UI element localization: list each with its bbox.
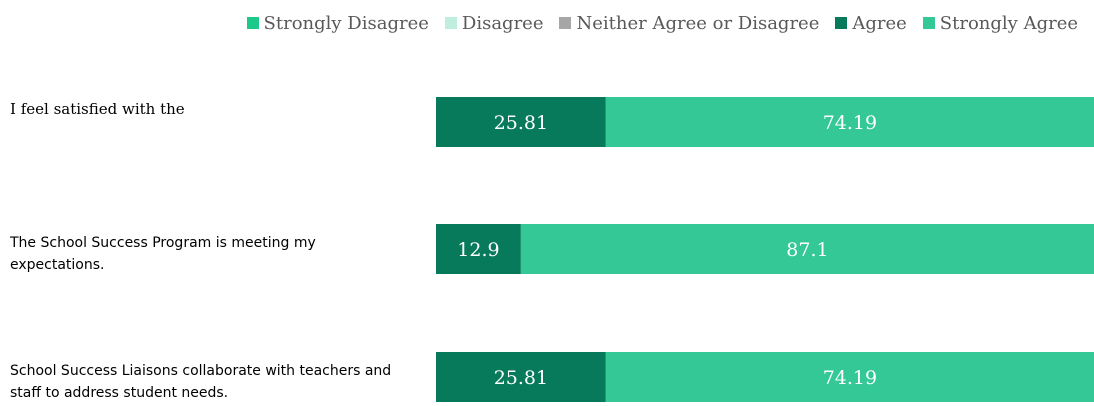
legend-item-strongly-agree: Strongly Agree	[922, 12, 1078, 34]
legend-item-agree: Agree	[835, 12, 907, 34]
legend: Strongly Disagree Disagree Neither Agree…	[246, 8, 1078, 38]
legend-item-neither: Neither Agree or Disagree	[559, 13, 819, 34]
legend-swatch-disagree	[444, 17, 457, 29]
legend-label-agree: Agree	[852, 12, 907, 34]
data-label-agree-0: 25.81	[494, 112, 548, 134]
category-label-program-expectations: The School Success Program is meeting my…	[10, 235, 316, 273]
bar-strongly-agree-2	[605, 352, 1094, 402]
legend-swatch-agree	[835, 17, 848, 29]
legend-swatch-neither	[559, 17, 572, 29]
legend-label-strongly-disagree: Strongly Disagree	[263, 12, 429, 34]
legend-label-strongly-agree: Strongly Agree	[939, 12, 1078, 34]
bar-strongly-agree-1	[520, 224, 1094, 274]
category-label-liaisons-collaborate: School Success Liaisons collaborate with…	[10, 363, 392, 401]
data-label-strongly-agree-1: 87.1	[786, 239, 828, 261]
data-label-strongly-agree-2: 74.19	[823, 367, 877, 389]
bar-agree-2	[436, 352, 606, 402]
legend-item-disagree: Disagree	[444, 12, 544, 34]
legend-label-neither: Neither Agree or Disagree	[576, 12, 820, 34]
bar-agree-1	[436, 224, 521, 274]
bar-agree-0	[436, 97, 606, 147]
category-label-satisfaction: I feel satisfied with the	[10, 100, 185, 118]
legend-label-disagree: Disagree	[461, 12, 544, 34]
legend-item-strongly-disagree: Strongly Disagree	[246, 12, 429, 34]
data-label-agree-1: 12.9	[457, 239, 499, 261]
data-label-agree-2: 25.81	[494, 367, 548, 389]
legend-swatch-strongly-disagree	[246, 17, 259, 29]
data-label-strongly-agree-0: 74.19	[823, 112, 877, 134]
legend-swatch-strongly-agree	[922, 17, 935, 29]
bar-strongly-agree-0	[605, 97, 1094, 147]
